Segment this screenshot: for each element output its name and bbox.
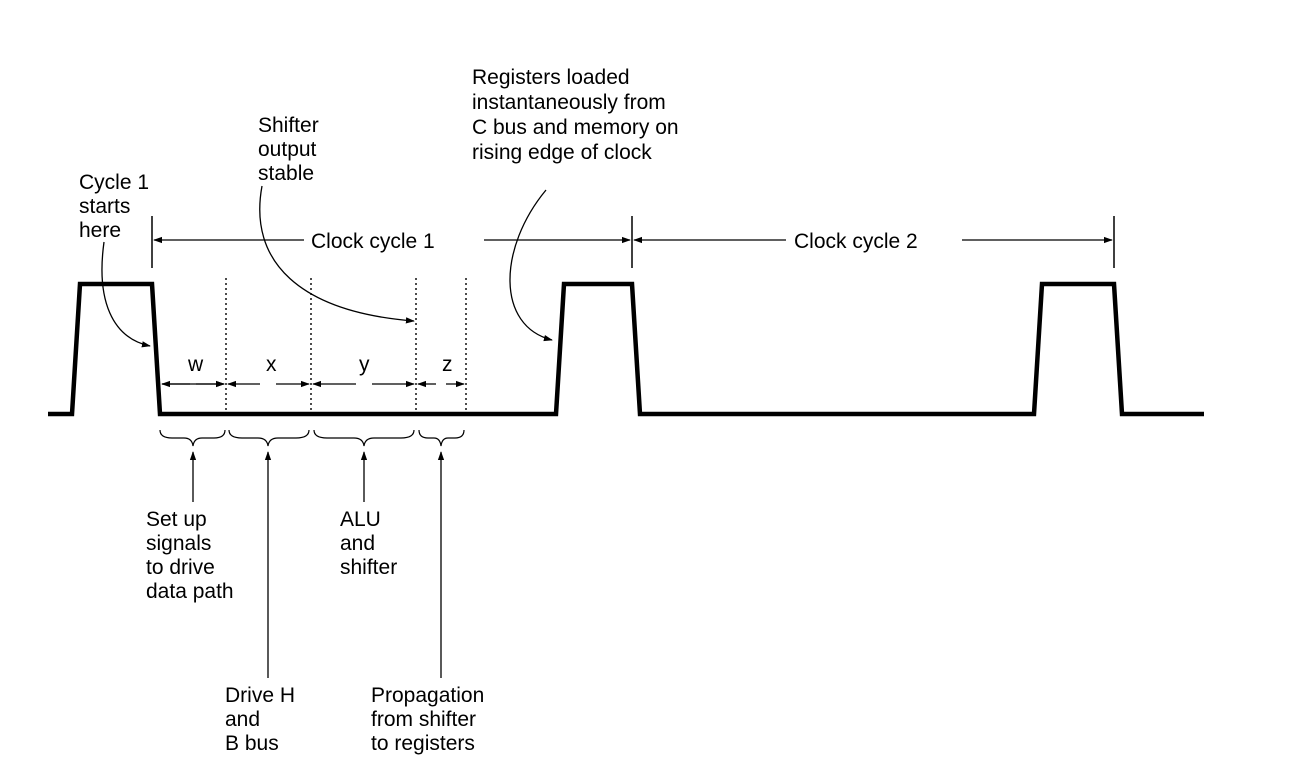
registers-loaded-line-1: Registers loaded xyxy=(472,66,630,89)
cycle-start-line-1: Cycle 1 xyxy=(79,171,149,194)
phase-setup-line-2: signals xyxy=(146,532,211,555)
phase-alu-line-1: ALU xyxy=(340,508,381,531)
registers-loaded-line-4: rising edge of clock xyxy=(472,141,652,164)
arrow-registers-loaded xyxy=(509,189,553,342)
phase-alu-line-2: and xyxy=(340,532,375,555)
brace-propagation xyxy=(418,429,465,447)
brace-drive xyxy=(228,429,310,447)
cycle1-label: Clock cycle 1 xyxy=(311,230,435,253)
phase-drive-line-1: Drive H xyxy=(225,684,295,707)
phase-propagation-line-2: from shifter xyxy=(371,708,476,731)
arrow-shifter-stable xyxy=(259,185,415,324)
phase-alu-line-3: shifter xyxy=(340,556,397,579)
phase-propagation-line-1: Propagation xyxy=(371,684,484,707)
shifter-stable-line-3: stable xyxy=(258,162,314,185)
interval-x-label: x xyxy=(266,353,277,376)
shifter-stable-annotation: Shifter output stable xyxy=(258,114,319,185)
phase-propagation-label: Propagation from shifter to registers xyxy=(371,684,484,755)
phase-setup-line-1: Set up xyxy=(146,508,207,531)
phase-setup-line-4: data path xyxy=(146,580,234,603)
phase-setup-line-3: to drive xyxy=(146,556,215,579)
arrow-cycle-start xyxy=(101,241,151,348)
interval-z-label: z xyxy=(442,353,453,376)
cycle-start-line-3: here xyxy=(79,219,121,242)
phase-drive-label: Drive H and B bus xyxy=(225,684,295,755)
clock-waveform xyxy=(48,281,1204,417)
brace-setup xyxy=(159,429,226,447)
cycle-start-line-2: starts xyxy=(79,195,130,218)
phase-propagation-line-3: to registers xyxy=(371,732,475,755)
phase-alu-label: ALU and shifter xyxy=(340,508,397,579)
brace-alu xyxy=(313,429,415,447)
registers-loaded-line-3: C bus and memory on xyxy=(472,116,679,139)
phase-setup-label: Set up signals to drive data path xyxy=(146,508,234,603)
cycle-start-annotation: Cycle 1 starts here xyxy=(79,171,149,242)
registers-loaded-annotation: Registers loaded instantaneously from C … xyxy=(472,66,679,164)
registers-loaded-line-2: instantaneously from xyxy=(472,91,666,114)
phase-drive-line-3: B bus xyxy=(225,732,279,755)
cycle2-label: Clock cycle 2 xyxy=(794,230,918,253)
shifter-stable-line-1: Shifter xyxy=(258,114,319,137)
interval-w-label: w xyxy=(187,353,204,376)
shifter-stable-line-2: output xyxy=(258,138,317,161)
phase-drive-line-2: and xyxy=(225,708,260,731)
interval-y-label: y xyxy=(359,353,370,376)
